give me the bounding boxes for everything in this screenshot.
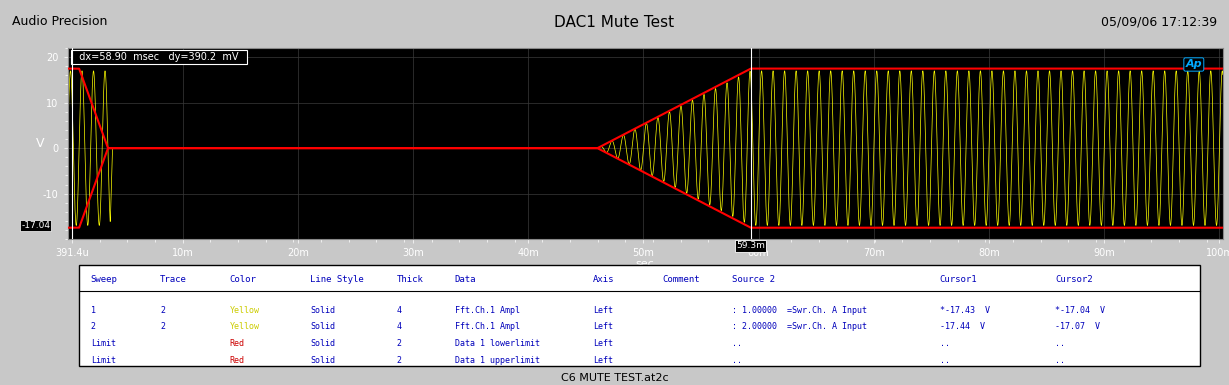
Text: ..: ..: [732, 356, 742, 365]
Text: Thick: Thick: [397, 275, 424, 284]
Text: Line Style: Line Style: [310, 275, 364, 284]
Text: Left: Left: [594, 306, 613, 315]
Text: Cursor2: Cursor2: [1056, 275, 1093, 284]
Text: Axis: Axis: [594, 275, 614, 284]
Text: Fft.Ch.1 Ampl: Fft.Ch.1 Ampl: [455, 322, 520, 331]
Text: Ap: Ap: [1186, 60, 1202, 69]
Text: 59.3m: 59.3m: [736, 241, 766, 250]
Text: Color: Color: [230, 275, 256, 284]
Text: 2: 2: [160, 322, 165, 331]
Text: Yellow: Yellow: [230, 306, 259, 315]
FancyBboxPatch shape: [79, 265, 1200, 366]
Text: DAC1 Mute Test: DAC1 Mute Test: [554, 15, 675, 30]
Text: Solid: Solid: [310, 322, 336, 331]
Text: Data: Data: [455, 275, 476, 284]
Text: Left: Left: [594, 322, 613, 331]
Text: : 2.00000  =Swr.Ch. A Input: : 2.00000 =Swr.Ch. A Input: [732, 322, 866, 331]
Text: Data 1 upperlimit: Data 1 upperlimit: [455, 356, 540, 365]
X-axis label: sec: sec: [635, 259, 655, 270]
Text: Trace: Trace: [160, 275, 187, 284]
Text: 2: 2: [160, 306, 165, 315]
Text: 2: 2: [397, 339, 402, 348]
Text: dx=58.90  msec   dy=390.2  mV: dx=58.90 msec dy=390.2 mV: [74, 52, 245, 62]
Text: 1: 1: [91, 306, 96, 315]
Text: Left: Left: [594, 356, 613, 365]
Text: Red: Red: [230, 339, 245, 348]
Text: Yellow: Yellow: [230, 322, 259, 331]
Text: Fft.Ch.1 Ampl: Fft.Ch.1 Ampl: [455, 306, 520, 315]
Text: ..: ..: [1056, 356, 1066, 365]
Text: : 1.00000  =Swr.Ch. A Input: : 1.00000 =Swr.Ch. A Input: [732, 306, 866, 315]
Text: 4: 4: [397, 322, 402, 331]
Text: Solid: Solid: [310, 306, 336, 315]
Text: ..: ..: [940, 356, 950, 365]
Text: Comment: Comment: [662, 275, 701, 284]
Text: Data 1 lowerlimit: Data 1 lowerlimit: [455, 339, 540, 348]
Text: Limit: Limit: [91, 356, 116, 365]
Text: Limit: Limit: [91, 339, 116, 348]
Text: Source 2: Source 2: [732, 275, 774, 284]
Text: Cursor1: Cursor1: [940, 275, 977, 284]
Text: ..: ..: [940, 339, 950, 348]
Text: -17.04: -17.04: [21, 221, 50, 230]
Text: Left: Left: [594, 339, 613, 348]
Text: *-17.43  V: *-17.43 V: [940, 306, 989, 315]
Text: Solid: Solid: [310, 339, 336, 348]
Text: C6 MUTE TEST.at2c: C6 MUTE TEST.at2c: [560, 373, 669, 383]
Text: Audio Precision: Audio Precision: [12, 15, 108, 28]
Text: 4: 4: [397, 306, 402, 315]
Text: ..: ..: [732, 339, 742, 348]
Text: Sweep: Sweep: [91, 275, 118, 284]
Text: 05/09/06 17:12:39: 05/09/06 17:12:39: [1101, 15, 1217, 28]
Y-axis label: V: V: [36, 137, 44, 150]
Text: -17.07  V: -17.07 V: [1056, 322, 1100, 331]
Text: ..: ..: [1056, 339, 1066, 348]
Text: Red: Red: [230, 356, 245, 365]
Text: -17.44  V: -17.44 V: [940, 322, 984, 331]
Text: 2: 2: [397, 356, 402, 365]
Text: Solid: Solid: [310, 356, 336, 365]
Text: *-17.04  V: *-17.04 V: [1056, 306, 1105, 315]
Text: 2: 2: [91, 322, 96, 331]
